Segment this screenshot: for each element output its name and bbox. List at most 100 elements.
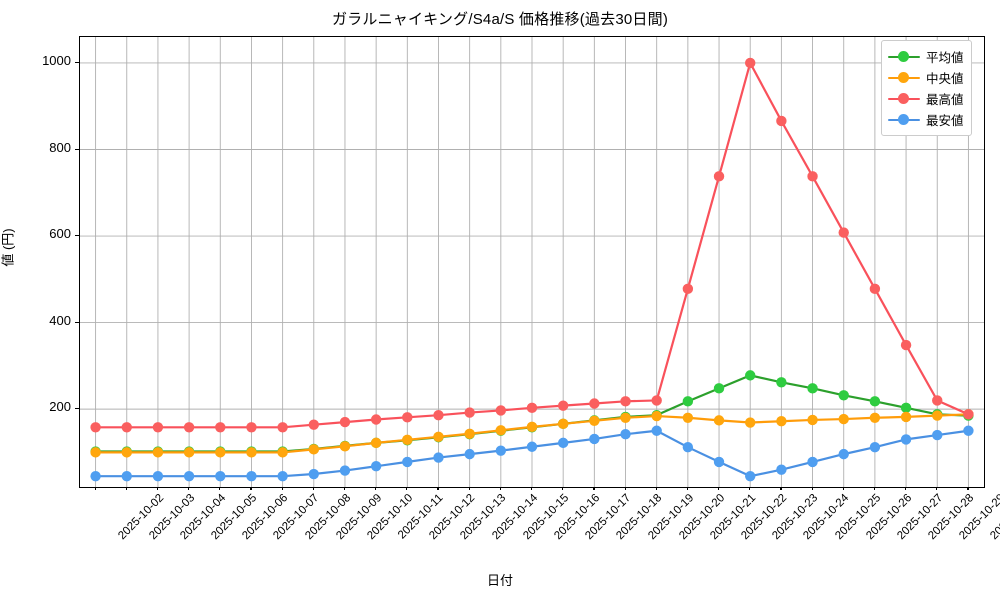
data-point	[620, 429, 631, 440]
data-point	[651, 410, 662, 422]
data-point	[807, 171, 818, 182]
y-tick-label: 600	[49, 226, 71, 242]
series-3	[90, 57, 974, 433]
data-point	[651, 425, 662, 436]
data-point	[776, 377, 787, 388]
data-point	[464, 407, 475, 418]
y-tick-mark	[75, 408, 79, 410]
legend-label: 平均値	[926, 51, 964, 65]
y-tick-mark	[75, 61, 79, 64]
legend-swatch-icon	[888, 71, 920, 85]
data-point	[90, 422, 101, 433]
data-point	[838, 390, 849, 401]
x-tick-mark	[156, 486, 159, 490]
legend-marker-dot	[898, 72, 909, 83]
y-tick-mark	[75, 148, 79, 150]
series-2	[90, 409, 974, 458]
x-tick-mark	[562, 486, 564, 490]
data-point	[713, 456, 725, 468]
legend-marker-dot	[898, 93, 909, 104]
data-point	[464, 448, 475, 460]
data-point	[682, 441, 694, 453]
data-series-group	[90, 57, 974, 482]
x-tick-mark	[936, 486, 938, 490]
data-point	[713, 383, 725, 394]
data-point	[745, 370, 756, 381]
y-tick-mark	[75, 321, 79, 323]
data-point	[464, 428, 475, 439]
legend-label: 中央値	[926, 72, 964, 86]
x-tick-mark	[873, 486, 876, 490]
data-point	[557, 437, 569, 449]
x-tick-mark	[219, 486, 221, 490]
data-point	[869, 396, 881, 407]
data-point	[620, 396, 631, 407]
data-point	[121, 447, 132, 458]
x-tick-mark	[375, 486, 377, 490]
data-point	[370, 437, 382, 449]
data-point	[963, 409, 974, 420]
data-point	[277, 447, 288, 458]
x-tick-mark	[686, 486, 689, 490]
data-point	[152, 470, 164, 482]
data-point	[589, 433, 600, 445]
legend-swatch-icon	[888, 113, 920, 127]
data-point	[495, 445, 507, 456]
legend-item-2[interactable]: 中央値	[888, 67, 964, 88]
data-point	[776, 464, 787, 475]
data-point	[402, 456, 413, 468]
legend-item-1[interactable]: 平均値	[888, 46, 964, 67]
data-point	[90, 447, 101, 458]
data-point	[433, 409, 444, 421]
data-point	[339, 441, 351, 452]
x-tick-mark	[593, 486, 595, 490]
data-point	[433, 452, 444, 463]
x-tick-mark	[94, 486, 96, 490]
data-point	[370, 461, 382, 472]
x-tick-mark	[125, 486, 127, 490]
y-tick-label: 800	[49, 139, 71, 155]
x-tick-mark	[531, 486, 533, 490]
x-tick-mark	[250, 486, 252, 490]
legend-marker-dot	[898, 51, 909, 62]
plot-area	[79, 36, 985, 488]
data-point	[246, 470, 257, 482]
data-point	[900, 339, 912, 351]
x-tick-mark	[468, 486, 470, 490]
x-tick-mark	[499, 486, 501, 490]
y-tick-mark	[75, 235, 79, 237]
data-point	[215, 470, 226, 482]
data-point	[90, 470, 101, 482]
x-tick-mark	[437, 486, 439, 490]
x-tick-mark	[281, 486, 283, 490]
data-point	[589, 398, 600, 409]
data-point	[869, 441, 881, 453]
data-point	[246, 447, 257, 458]
data-point	[526, 402, 538, 414]
data-point	[807, 383, 818, 394]
legend-item-4[interactable]: 最安値	[888, 109, 964, 130]
data-point	[932, 395, 943, 406]
data-point	[339, 465, 351, 476]
legend-swatch-icon	[888, 50, 920, 64]
x-tick-mark	[718, 486, 720, 490]
x-tick-mark	[905, 486, 907, 490]
data-point	[433, 431, 444, 443]
data-point	[277, 470, 288, 482]
data-point	[932, 410, 943, 421]
data-point	[589, 415, 600, 426]
legend-item-3[interactable]: 最高値	[888, 88, 964, 109]
data-point	[682, 283, 694, 295]
series-4	[90, 425, 974, 482]
data-point	[215, 447, 226, 458]
data-point	[308, 419, 319, 430]
data-point	[713, 415, 725, 426]
x-tick-mark	[749, 486, 751, 490]
data-point	[869, 283, 881, 295]
data-point	[900, 434, 912, 445]
legend-label: 最安値	[926, 114, 964, 128]
data-point	[246, 422, 257, 433]
data-point	[807, 414, 818, 426]
data-point	[745, 417, 756, 428]
